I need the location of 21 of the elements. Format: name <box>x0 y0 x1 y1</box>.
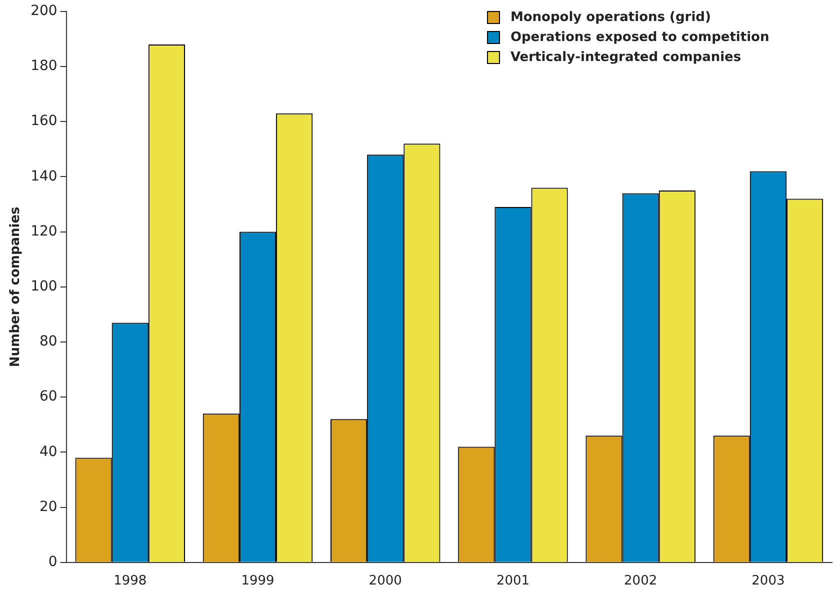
x-tick-label: 2000 <box>368 574 402 589</box>
y-tick-label: 60 <box>39 388 58 405</box>
y-tick-label: 200 <box>30 3 58 20</box>
legend-label: Monopoly operations (grid) <box>510 10 711 25</box>
y-tick-label: 160 <box>30 113 58 130</box>
y-axis-title: Number of companies <box>8 206 24 368</box>
y-tick-label: 80 <box>39 334 58 350</box>
x-tick-label: 2002 <box>624 574 658 589</box>
y-tick-label: 140 <box>30 168 58 184</box>
x-tick-label: 2003 <box>752 574 785 589</box>
y-tick-label: 120 <box>30 223 58 240</box>
legend-label: Verticaly-integrated companies <box>510 50 742 65</box>
legend-label: Operations exposed to competition <box>510 30 770 45</box>
y-tick-label: 100 <box>30 278 58 295</box>
y-tick-label: 180 <box>30 58 58 74</box>
x-tick-label: 1999 <box>241 574 274 589</box>
x-tick-label: 1998 <box>114 574 147 589</box>
x-tick-label: 2001 <box>496 574 530 589</box>
y-tick-label: 20 <box>39 498 58 515</box>
y-tick-label: 40 <box>39 444 58 460</box>
y-tick-label: 0 <box>48 554 58 570</box>
